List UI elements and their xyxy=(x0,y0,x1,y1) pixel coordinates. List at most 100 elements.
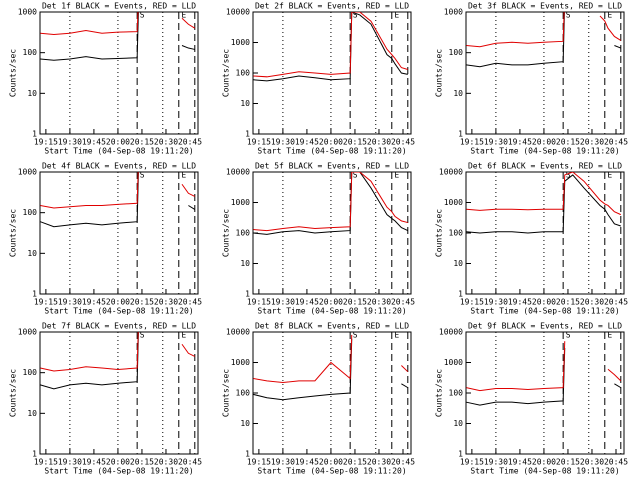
x-tick-label: 19:45 xyxy=(508,298,532,307)
y-tick-label: 100 xyxy=(449,389,464,398)
plot-frame xyxy=(39,171,199,295)
x-tick-label: 19:30 xyxy=(484,298,508,307)
x-tick-label: 20:45 xyxy=(604,458,628,467)
data-line xyxy=(40,172,139,209)
chart-title: Det 4f BLACK = Events, RED = LLD xyxy=(42,162,196,171)
x-tick-label: 20:00 xyxy=(532,138,556,147)
x-tick-label: 19:15 xyxy=(34,298,58,307)
chart-title: Det 6f BLACK = Events, RED = LLD xyxy=(468,162,622,171)
x-tick-label: 19:45 xyxy=(508,138,532,147)
event-label: S xyxy=(140,331,145,340)
data-line xyxy=(188,205,196,210)
data-line xyxy=(181,17,196,29)
x-axis-label: Start Time (04-Sep-08 19:11:20) xyxy=(470,307,619,316)
x-tick-label: 19:15 xyxy=(460,298,484,307)
data-line xyxy=(253,338,353,401)
y-tick-label: 10 xyxy=(27,409,37,418)
x-tick-label: 20:00 xyxy=(106,138,130,147)
data-line xyxy=(181,45,195,50)
x-tick-label: 20:45 xyxy=(604,138,628,147)
x-axis-label: Start Time (04-Sep-08 19:11:20) xyxy=(44,467,193,476)
event-label: E xyxy=(394,331,399,340)
x-tick-label: 20:15 xyxy=(343,138,367,147)
x-axis-label: Start Time (04-Sep-08 19:11:20) xyxy=(257,467,406,476)
panel: Det 1f BLACK = Events, RED = LLD Start Ti… xyxy=(9,2,203,156)
x-tick-label: 20:30 xyxy=(367,298,391,307)
y-tick-label: 100 xyxy=(449,229,464,238)
x-tick-label: 19:30 xyxy=(271,458,295,467)
chart-title: Det 7f BLACK = Events, RED = LLD xyxy=(42,322,196,331)
y-tick-label: 10 xyxy=(27,89,37,98)
x-tick-label: 19:45 xyxy=(82,138,106,147)
y-tick-label: 100 xyxy=(236,229,251,238)
y-tick-label: 1 xyxy=(245,130,250,139)
event-label: E xyxy=(181,11,186,20)
data-line xyxy=(466,12,565,68)
panel: Det 8f BLACK = Events, RED = LLD Start Ti… xyxy=(222,322,416,476)
y-tick-label: 10 xyxy=(240,99,250,108)
x-tick-label: 20:30 xyxy=(580,138,604,147)
y-tick-label: 10 xyxy=(240,259,250,268)
y-tick-label: 100 xyxy=(23,208,38,217)
data-line xyxy=(40,172,139,228)
y-tick-label: 10000 xyxy=(439,168,463,177)
y-tick-label: 100 xyxy=(23,48,38,57)
y-tick-label: 1000 xyxy=(18,168,37,177)
event-label: E xyxy=(607,331,612,340)
x-tick-label: 20:45 xyxy=(391,298,415,307)
y-tick-label: 1000 xyxy=(18,328,37,337)
plot-frame xyxy=(465,171,625,295)
y-tick-label: 100 xyxy=(236,389,251,398)
x-tick-label: 19:45 xyxy=(295,138,319,147)
x-tick-label: 20:30 xyxy=(154,298,178,307)
y-tick-label: 1 xyxy=(245,450,250,459)
data-line xyxy=(40,12,139,61)
y-tick-label: 10000 xyxy=(226,168,250,177)
event-label: S xyxy=(353,171,358,180)
x-tick-label: 19:30 xyxy=(58,138,82,147)
event-label: E xyxy=(181,171,186,180)
x-tick-label: 19:15 xyxy=(247,298,271,307)
x-tick-label: 20:00 xyxy=(319,458,343,467)
y-tick-label: 1000 xyxy=(444,358,463,367)
data-line xyxy=(599,15,622,41)
x-tick-label: 20:00 xyxy=(106,458,130,467)
event-label: E xyxy=(394,171,399,180)
data-line xyxy=(253,172,408,232)
y-tick-label: 1 xyxy=(458,130,463,139)
x-axis-label: Start Time (04-Sep-08 19:11:20) xyxy=(44,307,193,316)
event-label: E xyxy=(607,171,612,180)
y-tick-label: 100 xyxy=(23,368,38,377)
y-axis-label: Counts/sec xyxy=(9,209,18,257)
panel: Det 7f BLACK = Events, RED = LLD Start Ti… xyxy=(9,322,203,476)
x-tick-label: 20:15 xyxy=(343,298,367,307)
x-tick-label: 20:45 xyxy=(391,138,415,147)
y-axis-label: Counts/sec xyxy=(222,369,231,417)
y-tick-label: 100 xyxy=(449,48,464,57)
chart-title: Det 5f BLACK = Events, RED = LLD xyxy=(255,162,409,171)
x-tick-label: 20:15 xyxy=(130,458,154,467)
x-tick-label: 19:15 xyxy=(460,458,484,467)
x-tick-label: 19:30 xyxy=(58,458,82,467)
data-line xyxy=(253,172,409,235)
event-label: S xyxy=(566,11,571,20)
event-label: S xyxy=(353,11,358,20)
x-tick-label: 20:30 xyxy=(367,138,391,147)
x-axis-label: Start Time (04-Sep-08 19:11:20) xyxy=(44,147,193,156)
x-axis-label: Start Time (04-Sep-08 19:11:20) xyxy=(470,147,619,156)
x-tick-label: 20:45 xyxy=(178,458,202,467)
x-tick-label: 20:15 xyxy=(556,138,580,147)
x-tick-label: 20:00 xyxy=(532,298,556,307)
data-line xyxy=(607,368,622,382)
y-tick-label: 1000 xyxy=(444,198,463,207)
y-tick-label: 1000 xyxy=(231,358,250,367)
y-axis-label: Counts/sec xyxy=(9,49,18,97)
x-tick-label: 19:30 xyxy=(484,458,508,467)
plot-frame xyxy=(465,331,625,455)
y-axis-label: Counts/sec xyxy=(435,49,444,97)
x-tick-label: 20:45 xyxy=(604,298,628,307)
y-tick-label: 1 xyxy=(32,450,37,459)
x-tick-label: 19:15 xyxy=(247,138,271,147)
x-tick-label: 20:15 xyxy=(556,458,580,467)
